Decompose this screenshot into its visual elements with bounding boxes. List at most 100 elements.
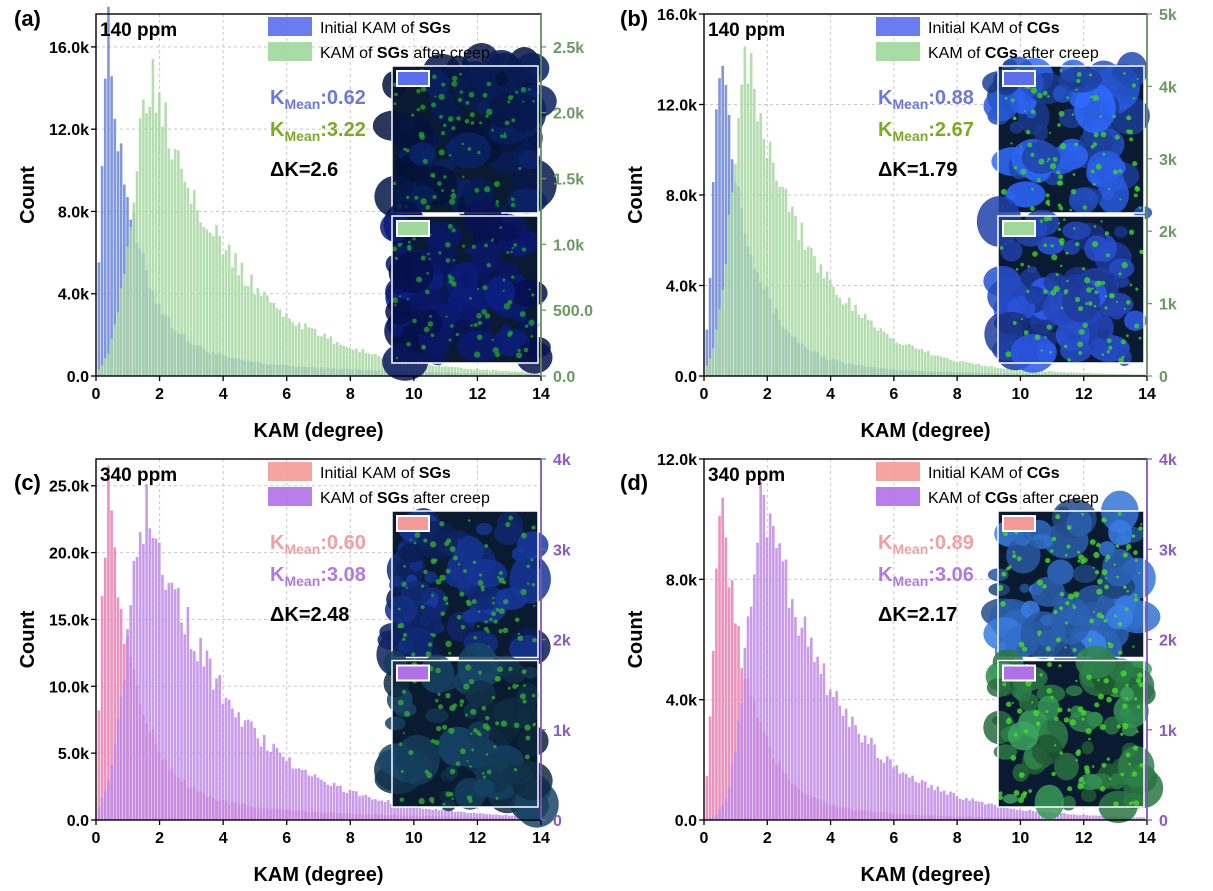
high-kam-speck — [451, 281, 457, 287]
histogram-bar — [749, 53, 753, 377]
high-kam-speck — [449, 704, 456, 712]
grain — [993, 744, 1018, 760]
high-kam-speck — [1138, 682, 1144, 688]
y-tick-label: 12.0k — [49, 122, 89, 139]
histogram-bar — [475, 813, 479, 820]
histogram-bar — [746, 616, 750, 820]
grain — [459, 307, 483, 322]
series-after-creep — [97, 484, 539, 820]
grain — [1075, 645, 1116, 679]
high-kam-speck — [425, 651, 432, 657]
histogram-bar — [348, 348, 352, 376]
high-kam-speck — [1082, 557, 1088, 563]
histogram-bar — [119, 696, 123, 820]
histogram-bar — [262, 734, 266, 820]
histogram-bar — [447, 810, 450, 820]
high-kam-speck — [473, 635, 478, 640]
histogram-bar — [285, 313, 288, 376]
grain — [502, 662, 526, 684]
grain — [1014, 529, 1032, 546]
high-kam-speck — [401, 581, 407, 587]
histogram-bar — [715, 814, 718, 820]
high-kam-speck — [1100, 220, 1103, 223]
high-kam-speck — [519, 693, 526, 700]
y-tick-label: 5.0k — [58, 746, 89, 763]
kmean-symbol: K — [270, 564, 285, 586]
kam-map-key — [1002, 664, 1036, 682]
histogram-bar — [999, 805, 1003, 820]
high-kam-speck — [1055, 273, 1059, 277]
high-kam-speck — [1099, 786, 1106, 792]
y-right-tick-label: 4k — [553, 452, 571, 469]
high-kam-speck — [392, 181, 397, 186]
histogram-bar — [765, 158, 769, 376]
high-kam-speck — [513, 768, 518, 772]
histogram-bar — [364, 794, 368, 820]
y-axis-right: 0 1k 2k 3k 4k 5k — [1147, 7, 1177, 386]
histogram-bar — [107, 6, 110, 376]
high-kam-speck — [1105, 559, 1108, 562]
histogram-bar — [167, 582, 171, 820]
histogram-bar — [1101, 816, 1104, 820]
high-kam-speck — [517, 632, 520, 635]
high-kam-speck — [1099, 115, 1103, 118]
kam-map-insets — [372, 42, 557, 381]
histogram-bar — [835, 294, 838, 376]
high-kam-speck — [1069, 719, 1076, 726]
grain — [505, 93, 543, 132]
high-kam-speck — [420, 104, 426, 110]
kam-map-border — [997, 510, 1145, 659]
y-right-tick-label: 1k — [1159, 297, 1177, 314]
histogram-bar — [705, 365, 709, 376]
high-kam-speck — [485, 715, 490, 721]
high-kam-speck — [514, 617, 520, 623]
high-kam-speck — [427, 642, 433, 647]
high-kam-speck — [1129, 137, 1134, 142]
histogram-bar — [987, 803, 990, 820]
y-right-tick-label: 3k — [553, 542, 571, 559]
histogram-bar — [415, 805, 419, 820]
y-right-tick-label: 5k — [1159, 7, 1177, 24]
histogram-bar — [215, 678, 218, 820]
histogram-bar — [250, 721, 253, 820]
grain — [384, 716, 406, 731]
high-kam-speck — [1013, 789, 1020, 796]
histogram-bar — [437, 364, 441, 376]
grain — [495, 587, 528, 610]
grain — [1109, 772, 1125, 790]
histogram-bar — [192, 189, 196, 376]
high-kam-speck — [1030, 152, 1035, 157]
histogram-bar — [180, 622, 183, 820]
panel-b: 0 2 4 6 8 10 12 14 KAM (degree) 0.0 4.0k 8.0k 12.0k 1… — [620, 6, 1177, 442]
histogram-bar — [151, 537, 155, 820]
high-kam-speck — [533, 604, 536, 608]
histogram-bar — [996, 806, 1000, 820]
histogram-bar — [485, 814, 488, 820]
histogram-bar — [775, 180, 778, 376]
high-kam-speck — [1096, 588, 1103, 595]
histogram-bar — [116, 597, 120, 820]
histogram-bar — [984, 365, 987, 376]
y-right-tick-label: 0 — [1159, 369, 1168, 386]
histogram-bar — [1094, 815, 1098, 820]
high-kam-speck — [439, 114, 444, 119]
high-kam-speck — [451, 80, 458, 87]
histogram-bar — [1075, 372, 1079, 376]
x-tick-label: 14 — [1138, 386, 1156, 403]
high-kam-speck — [1099, 723, 1106, 731]
high-kam-speck — [430, 738, 436, 744]
high-kam-speck — [1022, 646, 1028, 652]
high-kam-speck — [465, 664, 472, 671]
high-kam-speck — [1037, 630, 1042, 636]
histogram-bar — [479, 369, 482, 376]
high-kam-speck — [481, 309, 487, 315]
high-kam-speck — [465, 599, 471, 604]
histogram-bar — [316, 777, 320, 820]
high-kam-speck — [463, 683, 470, 690]
histogram-bar — [1056, 372, 1060, 376]
high-kam-speck — [1116, 724, 1122, 729]
histogram-bar — [281, 756, 285, 820]
grain — [384, 595, 418, 625]
histogram-bar — [1139, 817, 1142, 820]
